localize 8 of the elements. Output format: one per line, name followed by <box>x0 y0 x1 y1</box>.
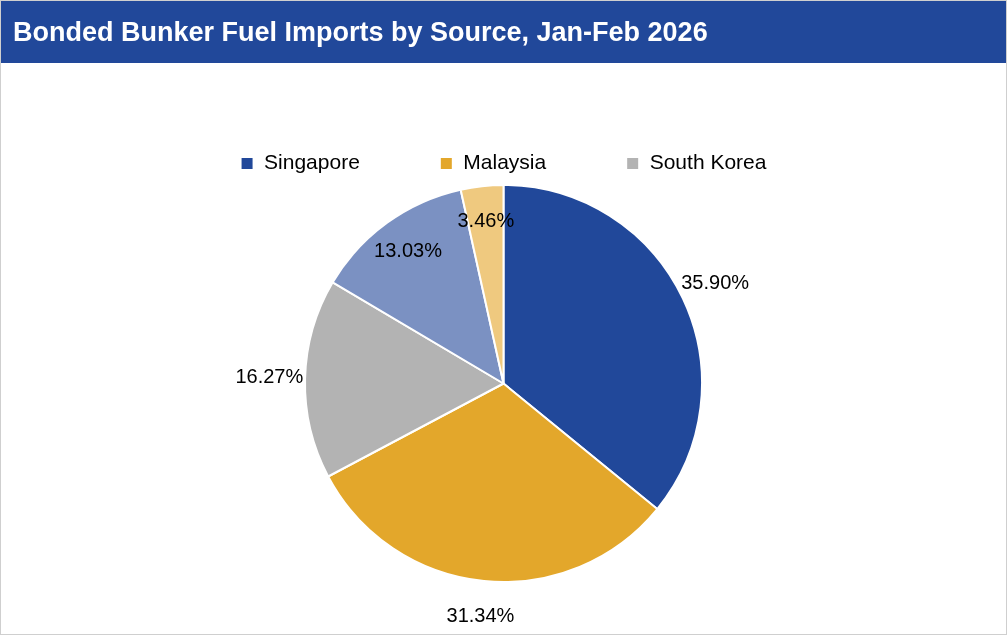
legend-label: Malaysia <box>463 150 547 174</box>
legend-label: Singapore <box>264 150 360 174</box>
chart-title: Bonded Bunker Fuel Imports by Source, Jan-Feb 2026 <box>1 1 1006 63</box>
data-label: 35.90% <box>681 270 750 293</box>
data-label: 13.03% <box>374 239 443 262</box>
data-label: 31.34% <box>446 604 515 627</box>
legend-label: South Korea <box>649 150 767 174</box>
data-label: 16.27% <box>235 365 304 388</box>
